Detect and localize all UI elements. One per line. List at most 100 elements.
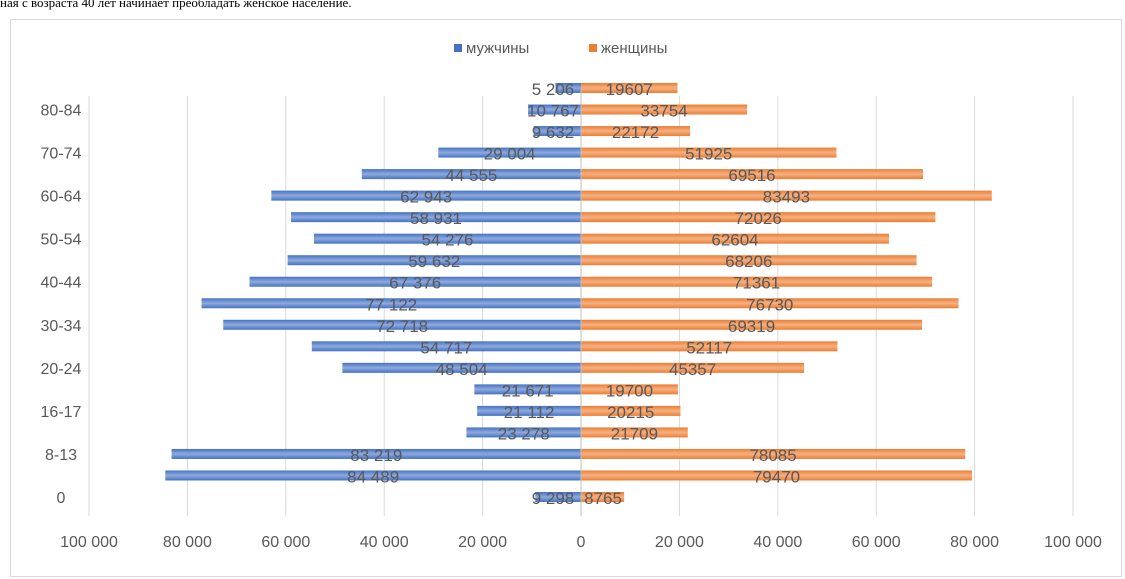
data-label-women: 45357	[669, 360, 716, 379]
bar-men	[555, 83, 581, 93]
bar-men	[291, 212, 581, 223]
bar-women	[581, 448, 966, 459]
bar-women	[581, 83, 678, 93]
bar-women	[581, 362, 805, 373]
caption-text: ная с возраста 40 лет начинает преоблада…	[0, 0, 352, 10]
bar-women	[581, 104, 748, 115]
data-label-men: 48 504	[436, 360, 488, 379]
x-tick-label: 60 000	[852, 534, 901, 551]
bar-men	[165, 470, 581, 481]
population-pyramid-chart: мужчины женщины 9 298 8765 84 489 79470 83 2…	[41, 40, 1102, 551]
data-label-women: 83493	[763, 188, 810, 207]
x-tick-label: 60 000	[261, 534, 310, 551]
bar-men	[201, 298, 581, 309]
bar-men	[477, 405, 581, 416]
bar-women	[581, 169, 924, 180]
x-tick-label: 100 000	[60, 534, 118, 551]
data-label-men: 77 122	[365, 295, 417, 314]
data-label-women: 72026	[735, 209, 782, 228]
data-labels: 9 298 8765 84 489 79470 83 219 78085 23 278 217…	[347, 80, 810, 508]
bar-women	[581, 470, 972, 481]
data-label-women: 69319	[728, 317, 775, 336]
y-tick-label: 20-24	[41, 361, 82, 378]
x-tick-label: 80 000	[163, 534, 212, 551]
x-tick-label: 40 000	[360, 534, 409, 551]
y-tick-label: 60-64	[41, 189, 82, 206]
legend-label-men: мужчины	[466, 40, 529, 57]
data-label-women: 19700	[606, 381, 653, 400]
data-label-men: 5 206	[532, 80, 575, 99]
bar-men	[311, 341, 581, 352]
x-tick-label: 20 000	[655, 534, 704, 551]
data-label-women: 78085	[749, 446, 796, 465]
data-label-men: 21 671	[502, 381, 554, 400]
bar-women	[581, 233, 890, 244]
bar-women	[581, 384, 678, 395]
data-label-women: 51925	[685, 145, 732, 164]
data-label-men: 62 943	[400, 188, 452, 207]
bar-men	[474, 384, 581, 395]
bars	[165, 83, 992, 502]
data-label-women: 8765	[584, 489, 622, 508]
data-label-women: 71361	[733, 274, 780, 293]
bar-men	[287, 255, 581, 266]
y-tick-label: 30-34	[41, 318, 82, 335]
chart-area: мужчины женщины 9 298 8765 84 489 79470 83 2…	[10, 19, 1122, 577]
bar-women	[581, 405, 681, 416]
y-tick-label: 50-54	[41, 232, 82, 249]
legend-label-women: женщины	[601, 40, 667, 57]
y-tick-label: 70-74	[41, 146, 82, 163]
bar-women	[581, 276, 933, 287]
y-tick-label: 80-84	[41, 103, 82, 120]
bar-men	[313, 233, 581, 244]
bar-men	[171, 448, 582, 459]
data-label-women: 52117	[686, 338, 732, 357]
x-tick-label: 100 000	[1044, 534, 1102, 551]
data-label-men: 23 278	[498, 424, 550, 443]
data-label-men: 72 718	[376, 317, 428, 336]
bar-men	[249, 276, 582, 287]
bar-men	[271, 190, 581, 201]
data-label-men: 9 298	[532, 489, 575, 508]
data-label-women: 21709	[611, 424, 658, 443]
bar-women	[581, 319, 923, 330]
x-tick-label: 0	[577, 534, 586, 551]
data-label-men: 59 632	[408, 252, 460, 271]
bar-men	[342, 362, 581, 373]
data-label-men: 29 004	[484, 145, 536, 164]
data-label-women: 79470	[753, 467, 800, 486]
data-label-men: 67 376	[389, 274, 441, 293]
bar-men	[535, 492, 581, 502]
data-label-men: 83 219	[350, 446, 402, 465]
legend-swatch-men	[454, 44, 462, 52]
axes: 100 000 80 000 60 000 40 000 20 000 0 20 000 40…	[41, 88, 1102, 551]
bar-women	[581, 190, 992, 201]
data-label-women: 68206	[725, 252, 772, 271]
bar-women	[581, 212, 936, 223]
data-label-women: 20215	[607, 403, 654, 422]
data-label-women: 76730	[746, 295, 793, 314]
bar-men	[533, 126, 581, 137]
x-tick-label: 20 000	[458, 534, 507, 551]
legend: мужчины женщины	[454, 40, 667, 57]
data-label-women: 33754	[640, 102, 687, 121]
y-tick-label: 16-17	[41, 404, 82, 421]
bar-men	[466, 427, 581, 438]
data-label-men: 58 931	[410, 209, 462, 228]
bar-women	[581, 492, 625, 502]
x-tick-label: 40 000	[753, 534, 802, 551]
x-tick-label: 80 000	[950, 534, 999, 551]
data-label-men: 9 632	[532, 123, 575, 142]
bar-men	[438, 147, 581, 158]
data-label-women: 22172	[612, 123, 659, 142]
data-label-men: 21 112	[504, 403, 555, 422]
bar-women	[581, 298, 959, 309]
bar-women	[581, 427, 688, 438]
y-tick-label: 8-13	[45, 447, 77, 464]
data-label-men: 84 489	[347, 467, 399, 486]
bar-women	[581, 255, 917, 266]
legend-swatch-women	[589, 44, 597, 52]
bar-women	[581, 341, 838, 352]
bar-men	[223, 319, 581, 330]
data-label-women: 19607	[606, 80, 653, 99]
